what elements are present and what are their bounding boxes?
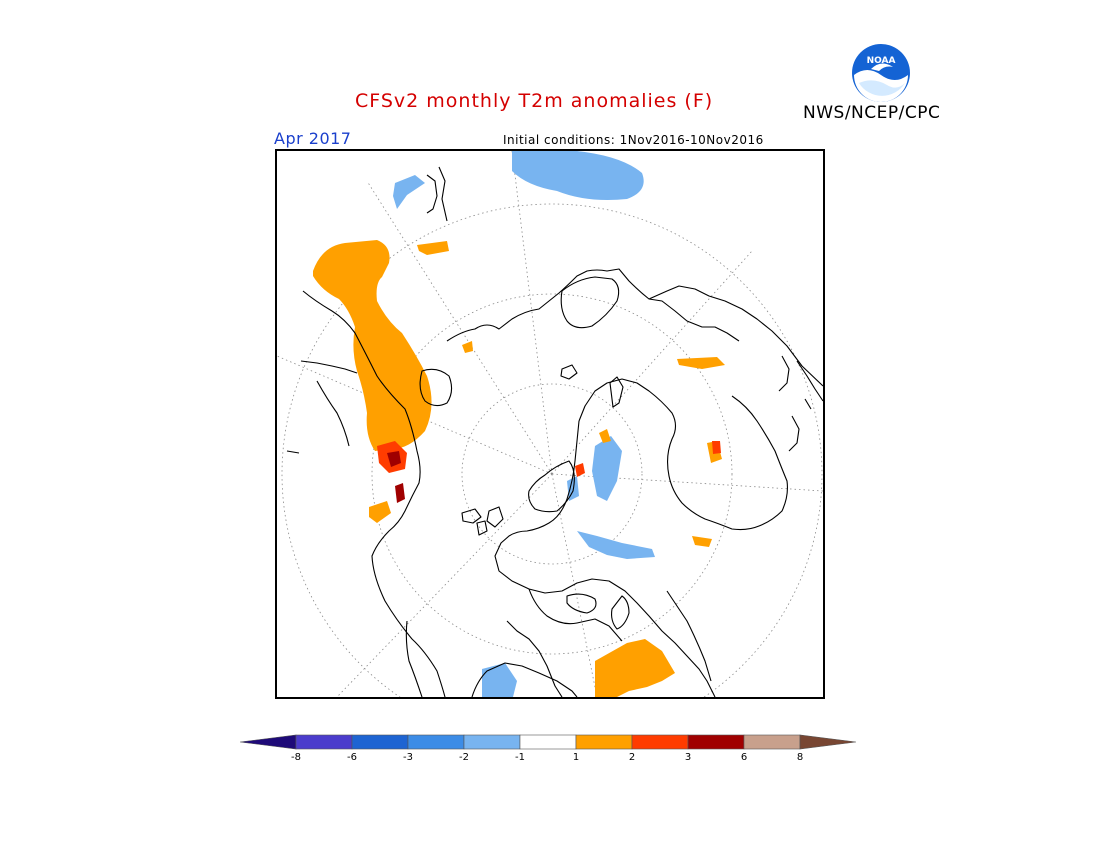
initial-conditions: Initial conditions: 1Nov2016-10Nov2016 bbox=[503, 133, 764, 147]
coast-british-isles bbox=[476, 506, 504, 536]
coast-baja bbox=[316, 380, 350, 447]
colorbar-tick: 3 bbox=[684, 752, 692, 763]
cold-patch-kara bbox=[592, 436, 622, 501]
agency-label: NWS/NCEP/CPC bbox=[803, 103, 941, 123]
colorbar-arrow-left bbox=[240, 734, 297, 750]
coast-novaya-zemlya bbox=[609, 376, 624, 408]
coast-scandinavia bbox=[528, 460, 575, 513]
colorbar-cell bbox=[631, 734, 689, 750]
colorbar-tick: 1 bbox=[572, 752, 580, 763]
colorbar-tick: 8 bbox=[796, 752, 804, 763]
grid-circle-inner bbox=[461, 383, 643, 565]
colorbar bbox=[240, 734, 857, 750]
colorbar-cell bbox=[463, 734, 521, 750]
coast-black-sea bbox=[566, 593, 597, 614]
cold-patch-north-pacific bbox=[512, 151, 644, 200]
colorbar-tick: -8 bbox=[291, 752, 301, 763]
cold-patch-alaska-edge bbox=[393, 175, 425, 209]
colorbar-tick: 2 bbox=[628, 752, 636, 763]
colorbar-cell bbox=[407, 734, 465, 750]
meridian bbox=[551, 473, 598, 697]
target-month: Apr 2017 bbox=[274, 129, 352, 148]
colorbar-tick: -6 bbox=[347, 752, 357, 763]
coast-greenland bbox=[560, 276, 620, 329]
chart-title: CFSv2 monthly T2m anomalies (F) bbox=[355, 90, 714, 112]
colorbar-cell bbox=[743, 734, 801, 750]
coast-alaska-bering bbox=[426, 166, 448, 222]
coast-canadian-archipelago bbox=[446, 268, 740, 342]
warm-patch-great-lakes bbox=[369, 501, 391, 523]
warm-anomalies bbox=[313, 240, 725, 697]
colorbar-cell bbox=[351, 734, 409, 750]
meridian bbox=[551, 250, 753, 475]
colorbar-cell bbox=[519, 734, 577, 750]
polar-map bbox=[277, 151, 823, 697]
cold-anomalies bbox=[393, 151, 655, 697]
meridian bbox=[511, 151, 553, 475]
coast-kamchatka bbox=[778, 355, 790, 392]
cold-patch-scandinavia bbox=[577, 531, 655, 559]
colorbar-labels: -8 -6 -3 -2 -1 1 2 3 6 8 bbox=[0, 752, 1100, 766]
warm-patch-arctic-small bbox=[462, 341, 473, 353]
colorbar-arrow-right bbox=[799, 734, 857, 750]
hot-patch-baffin-core bbox=[387, 451, 401, 467]
colorbar-tick: -2 bbox=[459, 752, 469, 763]
coast-japan bbox=[788, 398, 812, 452]
coast-east-asia bbox=[578, 360, 823, 531]
grid-circle-mid bbox=[371, 293, 733, 655]
map-panel bbox=[275, 149, 825, 699]
hot-anomalies bbox=[377, 441, 721, 503]
coast-africa bbox=[471, 662, 578, 697]
grid-circle-outer bbox=[281, 203, 823, 697]
colorbar-cell bbox=[575, 734, 633, 750]
warm-patch-novaya bbox=[599, 429, 611, 443]
warm-patch-africa bbox=[595, 639, 675, 697]
warm-patch-canada bbox=[313, 240, 432, 451]
colorbar-tick: -1 bbox=[515, 752, 525, 763]
hot-patch-labrador bbox=[395, 483, 405, 503]
colorbar-cell bbox=[687, 734, 745, 750]
coast-aleutians bbox=[286, 360, 358, 454]
logo-text: NOAA bbox=[867, 56, 896, 66]
warm-patch-east-siberia bbox=[677, 357, 725, 369]
coast-hudson-bay bbox=[419, 368, 453, 407]
colorbar-tick: 6 bbox=[740, 752, 748, 763]
meridian bbox=[366, 180, 553, 475]
coast-north-america bbox=[302, 290, 446, 697]
meridian bbox=[551, 473, 823, 492]
coast-arabia bbox=[666, 590, 712, 682]
colorbar-cell bbox=[295, 734, 353, 750]
coast-svalbard bbox=[560, 364, 578, 380]
colorbar-tick: -3 bbox=[403, 752, 413, 763]
cold-patch-atlantic bbox=[482, 663, 517, 697]
warm-patch-china bbox=[692, 536, 712, 547]
hot-patch-kara bbox=[575, 463, 585, 477]
coast-iceland bbox=[461, 508, 482, 524]
coast-siberia bbox=[648, 285, 823, 387]
hot-patch-siberia bbox=[712, 441, 721, 454]
noaa-logo: NOAA bbox=[850, 42, 912, 104]
warm-patch-hudson bbox=[417, 241, 449, 255]
coast-europe bbox=[494, 420, 716, 697]
coast-mediterranean bbox=[506, 588, 623, 697]
coast-central-america bbox=[405, 620, 423, 697]
coastlines bbox=[286, 166, 823, 697]
coast-caspian bbox=[611, 595, 630, 630]
grid-lines bbox=[277, 151, 823, 697]
